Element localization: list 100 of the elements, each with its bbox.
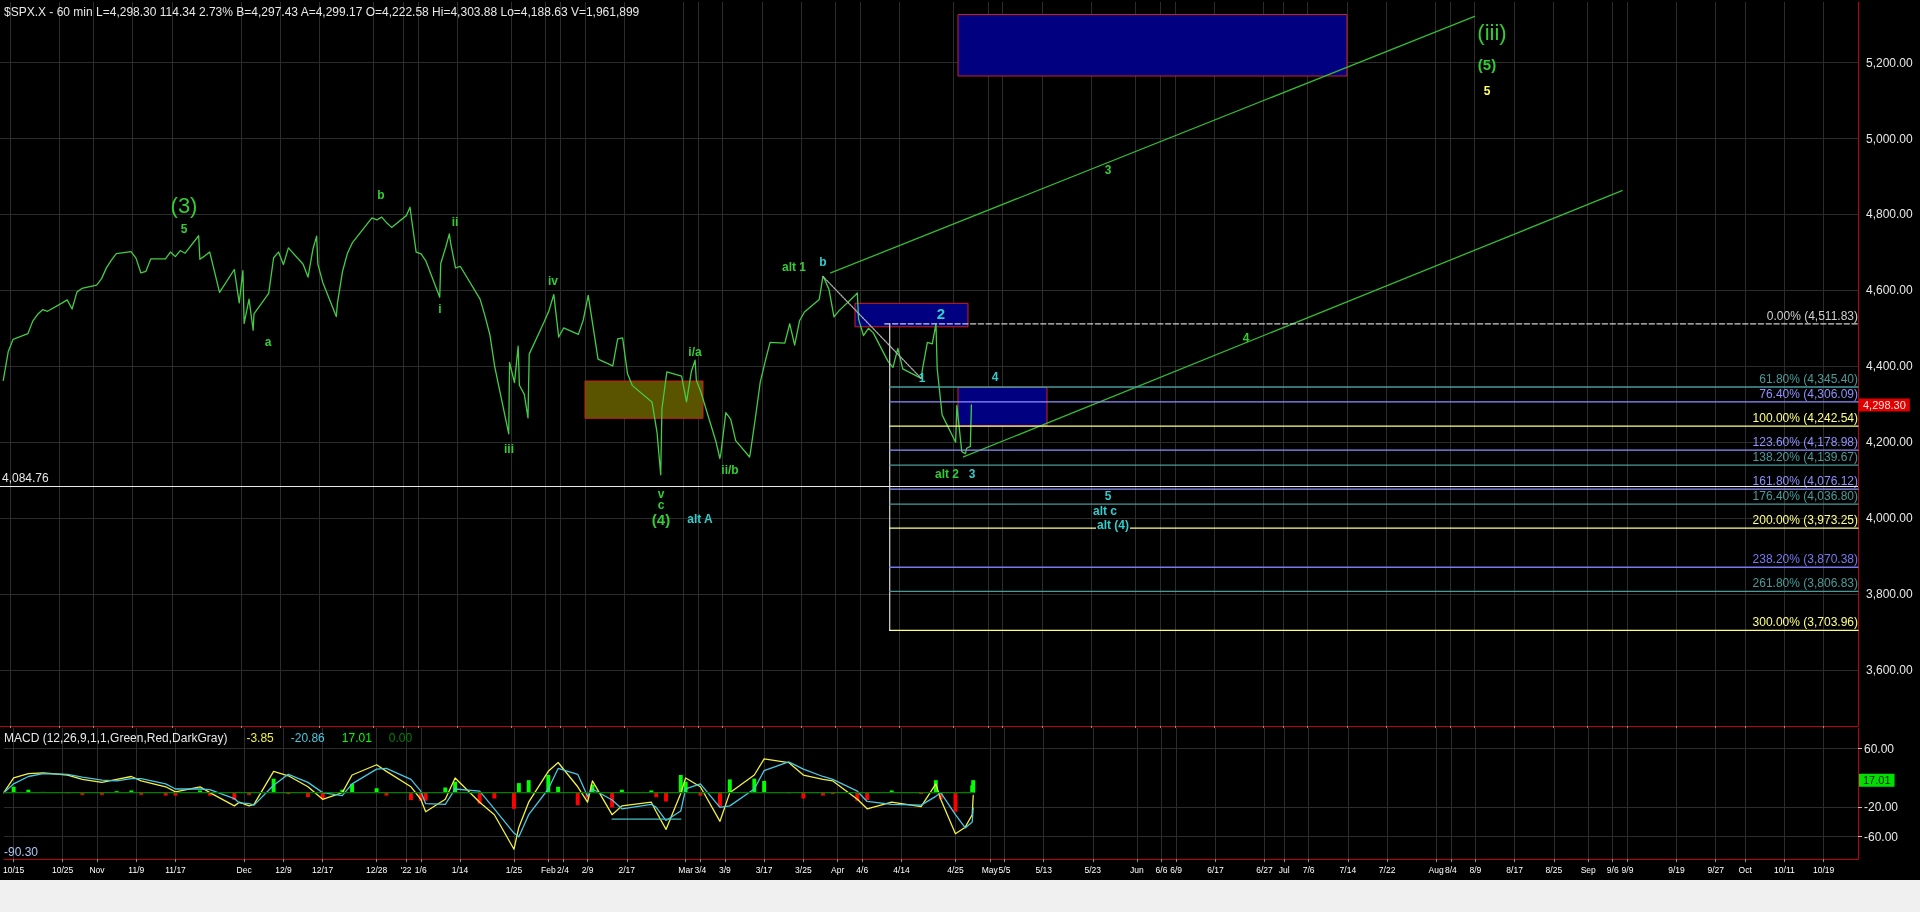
annotation: 5	[1104, 489, 1112, 503]
x-tick-label: 3/9	[718, 864, 732, 875]
annotation: alt 1	[781, 260, 807, 274]
y-tick-label: 4,000.00	[1866, 511, 1914, 526]
annotation: b	[819, 255, 827, 269]
x-tick-label: Dec	[236, 864, 253, 875]
y-tick-label: -20.00	[1864, 800, 1899, 815]
annotation: (iii)	[1477, 19, 1507, 45]
annotation: (3)	[170, 192, 198, 218]
text: -3.85	[246, 731, 275, 745]
annotation: alt c	[1092, 504, 1118, 518]
x-tick-label: 2/9	[581, 864, 594, 875]
annotation: alt (4)	[1096, 518, 1130, 532]
text: 4,298.30	[1863, 399, 1906, 411]
x-tick-label: 7/14	[1339, 864, 1357, 875]
x-tick-label: 10/11	[1774, 864, 1796, 875]
annotation: (5)	[1477, 55, 1497, 73]
x-tick-label: Sep	[1580, 864, 1597, 875]
x-tick-label: 8/4	[1444, 864, 1458, 875]
y-tick-label: 4,800.00	[1866, 207, 1914, 222]
y-tick-label: -60.00	[1864, 829, 1899, 844]
x-tick-label: Apr	[831, 864, 845, 875]
annotation: 4	[991, 370, 999, 384]
x-tick-label: 5/5	[998, 864, 1011, 875]
annotation: i	[438, 302, 442, 316]
x-tick-label: 2/17	[618, 864, 636, 875]
series-label: 0.00% (4,511.83)	[1766, 308, 1858, 323]
x-tick-label: '22	[400, 864, 412, 875]
x-tick-label: 9/27	[1707, 864, 1725, 875]
series-label: 161.80% (4,076.12)	[1752, 474, 1858, 489]
annotation: 1	[918, 371, 926, 385]
series-label: 123.60% (4,178.98)	[1752, 435, 1858, 450]
x-tick-label: 3/17	[755, 864, 773, 875]
x-tick-label: 10/15	[2, 864, 25, 875]
x-tick-label: 12/17	[312, 864, 334, 875]
y-tick-label: 5,200.00	[1866, 55, 1914, 70]
x-tick-label: 7/22	[1378, 864, 1396, 875]
x-tick-label: 10/25	[52, 864, 74, 875]
series-label: 261.80% (3,806.83)	[1752, 576, 1858, 591]
y-tick-label: 3,800.00	[1866, 586, 1914, 601]
chart-title: MACD (12,26,9,1,1,Green,Red,DarkGray)	[4, 731, 228, 745]
annotation: 2	[936, 304, 946, 322]
annotation: iv	[547, 274, 559, 288]
x-tick-label: Feb	[540, 864, 556, 875]
y-tick-label: 3,600.00	[1866, 662, 1914, 677]
x-tick-label: 10/19	[1813, 864, 1835, 875]
series-label: 300.00% (3,703.96)	[1752, 615, 1858, 630]
x-tick-label: 6/9	[1170, 864, 1183, 875]
x-tick-label: 7/6	[1302, 864, 1315, 875]
x-tick-label: Mar	[678, 864, 694, 875]
annotation: 4	[1242, 331, 1250, 345]
annotation: c	[657, 498, 665, 512]
annotation: 3	[1104, 163, 1112, 177]
annotation: 5	[180, 222, 188, 236]
x-tick-label: 3/4	[694, 864, 707, 875]
x-tick-label: 2/4	[557, 864, 570, 875]
annotation: iii	[503, 442, 515, 456]
x-tick-label: 5/13	[1035, 864, 1053, 875]
annotation: b	[377, 188, 385, 202]
x-tick-label: 3/25	[795, 864, 812, 875]
annotation: 5	[1483, 84, 1491, 98]
x-tick-label: 1/14	[451, 864, 469, 875]
annotation: -90.30	[4, 845, 39, 859]
x-tick-label: Jul	[1278, 864, 1290, 875]
series-label: 238.20% (3,870.38)	[1752, 552, 1858, 567]
y-tick-label: 60.00	[1864, 741, 1895, 756]
y-tick-label: 4,200.00	[1866, 435, 1914, 450]
annotation: ii	[451, 215, 459, 229]
x-tick-label: 9/9	[1621, 864, 1634, 875]
x-tick-label: 11/17	[165, 864, 187, 875]
y-tick-label: 5,000.00	[1866, 131, 1914, 146]
x-tick-label: 8/25	[1545, 864, 1563, 875]
text: 17.01	[341, 731, 373, 745]
ref-line-label: 4,084.76	[2, 470, 50, 485]
annotation: alt 2	[934, 467, 960, 481]
series-label: 200.00% (3,973.25)	[1752, 513, 1858, 528]
series-label: 61.80% (4,345.40)	[1759, 371, 1858, 386]
annotation: 3	[968, 467, 976, 481]
x-tick-label: 11/9	[128, 864, 145, 875]
x-tick-label: May	[981, 864, 999, 875]
x-tick-label: 4/6	[856, 864, 869, 875]
x-tick-label: 8/17	[1506, 864, 1524, 875]
x-tick-label: 12/9	[275, 864, 292, 875]
series-label: 100.00% (4,242.54)	[1752, 411, 1858, 426]
x-tick-label: 6/6	[1155, 864, 1168, 875]
x-tick-label: Nov	[89, 864, 106, 875]
text: -20.86	[290, 731, 326, 745]
y-tick-label: 4,600.00	[1866, 283, 1914, 298]
series-label: 138.20% (4,139.67)	[1752, 450, 1858, 465]
x-tick-label: 1/25	[505, 864, 523, 875]
annotation: ii/b	[721, 463, 739, 477]
x-tick-label: Jun	[1130, 864, 1145, 875]
x-tick-label: 8/9	[1469, 864, 1482, 875]
x-tick-label: Aug	[1428, 864, 1444, 875]
text: 0.00	[388, 731, 413, 745]
x-tick-label: 1/6	[414, 864, 427, 875]
series-label: 176.40% (4,036.80)	[1752, 489, 1858, 504]
annotation: 17.01	[1863, 774, 1891, 787]
y-tick-label: 4,400.00	[1866, 359, 1914, 374]
x-tick-label: 6/17	[1207, 864, 1224, 875]
